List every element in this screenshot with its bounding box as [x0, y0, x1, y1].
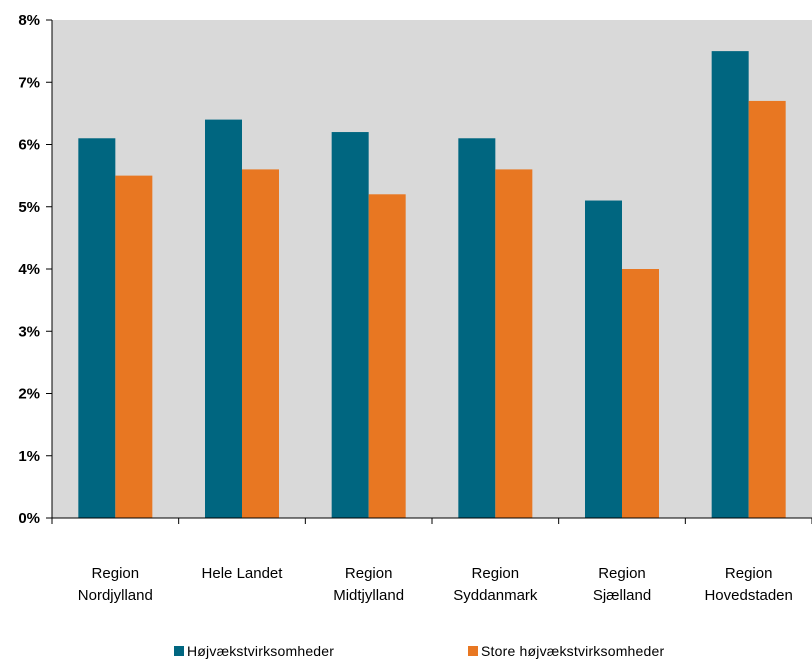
bar-series2-3: [495, 169, 533, 518]
bar-series1-5: [711, 51, 749, 518]
legend: Højvækstvirksomheder Store højvækstvirkso…: [174, 643, 665, 659]
y-tick-label: 3%: [18, 323, 40, 340]
x-tick-label: Region Nordjylland: [78, 565, 153, 604]
x-tick-label: Hele Landet: [202, 565, 284, 582]
y-tick-label: 5%: [18, 199, 40, 216]
x-tick-label: Region Syddanmark: [453, 565, 538, 604]
y-tick-label: 1%: [18, 448, 40, 465]
plot-area: [52, 20, 812, 518]
y-tick-label: 6%: [18, 137, 40, 154]
y-tick-label: 8%: [18, 12, 40, 29]
legend-swatch: [468, 646, 478, 656]
bar-series2-0: [115, 175, 153, 518]
legend-label: Store højvækstvirksomheder: [481, 643, 665, 659]
bar-series1-4: [585, 200, 622, 518]
bar-series2-5: [748, 100, 786, 519]
y-tick-label: 7%: [18, 74, 40, 91]
y-tick-label: 4%: [18, 261, 40, 278]
bar-series1-3: [458, 138, 496, 518]
bar-series1-1: [205, 119, 242, 518]
y-tick-label: 0%: [18, 510, 40, 527]
bar-series2-1: [242, 169, 279, 518]
x-tick-label: Region Sjælland: [593, 565, 651, 604]
axes-group: [46, 19, 812, 524]
y-tick-label: 2%: [18, 386, 40, 403]
y-tick-labels: 0% 1% 2% 3% 4% 5% 6% 7% 8%: [18, 12, 40, 527]
legend-label: Højvækstvirksomheder: [187, 643, 334, 659]
bars-group: [78, 51, 786, 519]
legend-swatch: [174, 646, 184, 656]
bar-series1-0: [78, 138, 116, 518]
bar-series2-2: [368, 194, 406, 519]
bar-series2-4: [622, 269, 659, 518]
x-tick-label: Region Hovedstaden: [704, 565, 792, 604]
x-tick-labels: Region Nordjylland Hele Landet Region Midtjy…: [78, 565, 793, 604]
bar-series1-2: [331, 132, 369, 519]
x-tick-label: Region Midtjylland: [333, 565, 404, 604]
